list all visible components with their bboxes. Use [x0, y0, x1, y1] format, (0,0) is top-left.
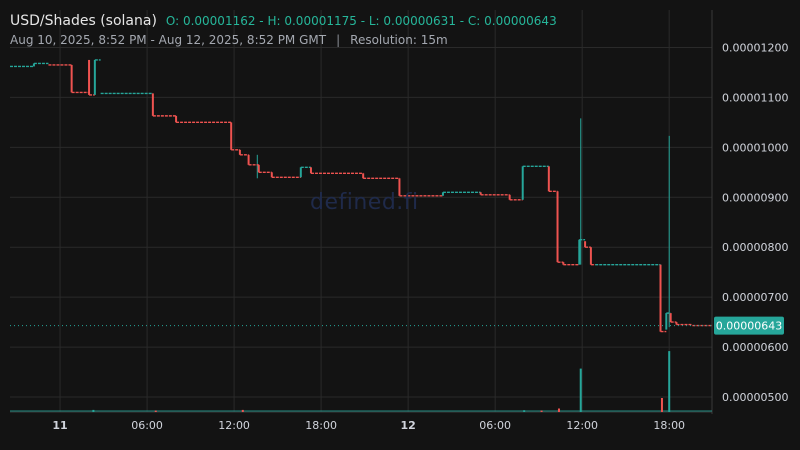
volume-bar [92, 409, 95, 412]
date-range: Aug 10, 2025, 8:52 PM - Aug 12, 2025, 8:… [10, 33, 327, 47]
x-tick-label: 06:00 [131, 419, 163, 432]
volume-bar [241, 409, 244, 412]
volume-bar [540, 410, 543, 412]
y-tick-label: 0.00000900 [722, 191, 788, 204]
volume-bar [154, 410, 157, 412]
y-tick-label: 0.00001000 [722, 141, 788, 154]
x-tick-label: 12 [400, 419, 415, 432]
chart-subheader: Aug 10, 2025, 8:52 PM - Aug 12, 2025, 8:… [10, 33, 448, 47]
volume-bar [523, 410, 526, 412]
resolution-label[interactable]: Resolution: 15m [350, 33, 448, 47]
x-tick-label: 12:00 [566, 419, 598, 432]
volume-bar [660, 398, 663, 412]
high-value: 0.00001175 [284, 14, 357, 28]
volume-bar [557, 408, 560, 412]
volume-bar [579, 368, 582, 412]
low-value: 0.00000631 [383, 14, 456, 28]
open-label: O: [165, 14, 180, 28]
high-label: H: [267, 14, 281, 28]
y-tick-label: 0.00000700 [722, 291, 788, 304]
y-tick-label: 0.00000800 [722, 241, 788, 254]
ohlc-readout: O: 0.00001162 - H: 0.00001175 - L: 0.000… [165, 14, 557, 28]
y-tick-label: 0.00001200 [722, 41, 788, 54]
close-label: C: [467, 14, 481, 28]
x-tick-label: 18:00 [653, 419, 685, 432]
close-value: 0.00000643 [484, 14, 557, 28]
y-tick-label: 0.00001100 [722, 91, 788, 104]
separator: | [336, 33, 341, 47]
open-value: 0.00001162 [182, 14, 256, 28]
x-tick-label: 11 [52, 419, 67, 432]
y-tick-label: 0.00000500 [722, 391, 788, 404]
x-tick-label: 18:00 [305, 419, 337, 432]
last-price-label: 0.00000643 [716, 320, 782, 333]
y-tick-label: 0.00000600 [722, 341, 788, 354]
watermark: defined.fi [310, 190, 419, 215]
pair-name[interactable]: USD/Shades (solana) [10, 13, 157, 29]
last-price-tag [714, 316, 784, 335]
low-label: L: [368, 14, 380, 28]
x-tick-label: 06:00 [479, 419, 511, 432]
x-tick-label: 12:00 [218, 419, 250, 432]
volume-bar [668, 351, 671, 412]
chart-header: USD/Shades (solana) O: 0.00001162 - H: 0… [10, 10, 557, 29]
